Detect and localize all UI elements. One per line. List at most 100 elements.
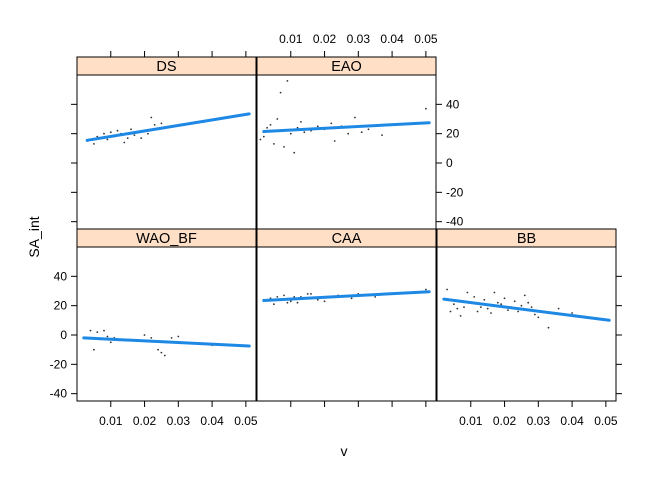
data-point [283,294,285,297]
x-tick-label: 0.05 [234,414,258,428]
data-point [527,301,530,304]
panel-frame [76,74,257,230]
data-point [93,348,95,351]
x-tick-label: 0.04 [200,414,224,428]
data-point [446,288,448,291]
data-point [300,121,302,123]
data-point [273,143,275,145]
panel-frame [76,246,257,402]
x-axis-bottom-col3: 0.01 0.02 0.03 0.04 0.05 [459,401,618,428]
x-tick-label: 0.02 [493,414,517,428]
data-point [150,116,153,119]
data-point [109,131,112,134]
x-axis-bottom-col2 [290,401,427,407]
data-point [143,334,146,336]
data-point [453,303,455,306]
y-tick-label: -20 [446,185,464,199]
y-tick-label: -40 [50,387,68,401]
data-point [480,306,482,308]
data-point [153,124,156,126]
data-point [517,310,519,313]
panel-caa: CAA [256,228,437,402]
y-axis-label: SA_int [26,216,42,257]
x-tick-label: 0.01 [99,414,123,428]
panel-bb: BB [436,228,617,402]
data-point [316,125,319,128]
data-point [170,337,173,339]
data-point [289,132,292,135]
data-point [330,122,333,125]
data-point [473,296,476,298]
data-point [316,298,319,301]
data-point [503,297,506,300]
panel-ds: DS [76,56,257,230]
panels-layer: DS EAO WAO_BF CAA BB [76,56,617,402]
x-tick-label: 0.05 [414,32,438,46]
fit-line [262,290,431,302]
data-point [493,291,496,294]
data-point [286,301,289,304]
panel-frame [256,246,437,402]
panel-wao-bf: WAO_BF [76,228,257,402]
data-point [106,138,109,141]
data-point [530,306,533,308]
data-point [347,132,350,135]
y-tick-label: 0 [446,156,453,170]
x-axis-label: v [341,443,348,459]
data-point [360,131,363,134]
data-point [354,116,356,119]
fit-line [82,336,251,348]
data-point [109,341,112,344]
data-point [333,140,336,142]
data-point [466,291,469,294]
data-point [537,316,540,319]
fit-line [442,297,611,322]
data-point [296,301,299,304]
data-point [89,329,92,332]
data-point [303,131,306,134]
data-point [523,294,526,297]
data-point [293,296,296,298]
data-point [259,138,262,141]
panel-strip-label: CAA [332,231,362,247]
data-point [534,313,536,316]
data-point [279,91,282,94]
panel-strip-label: WAO_BF [136,231,197,247]
data-point [126,137,129,140]
data-point [520,304,523,307]
data-point [476,310,479,313]
x-tick-label: 0.04 [380,32,404,46]
data-point [425,107,427,110]
x-tick-label: 0.04 [560,414,584,428]
data-point [116,129,119,132]
y-tick-label: 20 [54,299,68,313]
y-axis-right-row2 [616,275,622,395]
x-tick-label: 0.05 [594,414,618,428]
x-tick-label: 0.02 [313,32,337,46]
data-point [507,309,509,311]
data-point [96,331,99,333]
x-tick-label: 0.03 [167,414,191,428]
data-point [459,315,462,317]
y-tick-label: -40 [446,215,464,229]
data-point [140,137,143,140]
data-point [130,128,132,131]
fit-line [85,112,251,142]
data-point [289,300,292,303]
data-point [381,134,383,137]
x-tick-label: 0.01 [459,414,483,428]
data-point [483,298,486,301]
data-point [486,307,489,310]
y-axis-right-row1: -40 -20 0 20 40 [436,97,464,229]
data-point [103,329,105,332]
y-tick-label: 40 [446,97,460,111]
data-point [266,126,268,129]
y-tick-label: 0 [60,328,67,342]
data-point [547,326,550,329]
panel-strip-label: BB [517,231,536,247]
y-axis-left-row1 [71,103,77,223]
data-point [93,143,95,145]
data-point [147,132,149,135]
data-point [571,312,573,314]
panel-strip-label: DS [156,59,176,75]
